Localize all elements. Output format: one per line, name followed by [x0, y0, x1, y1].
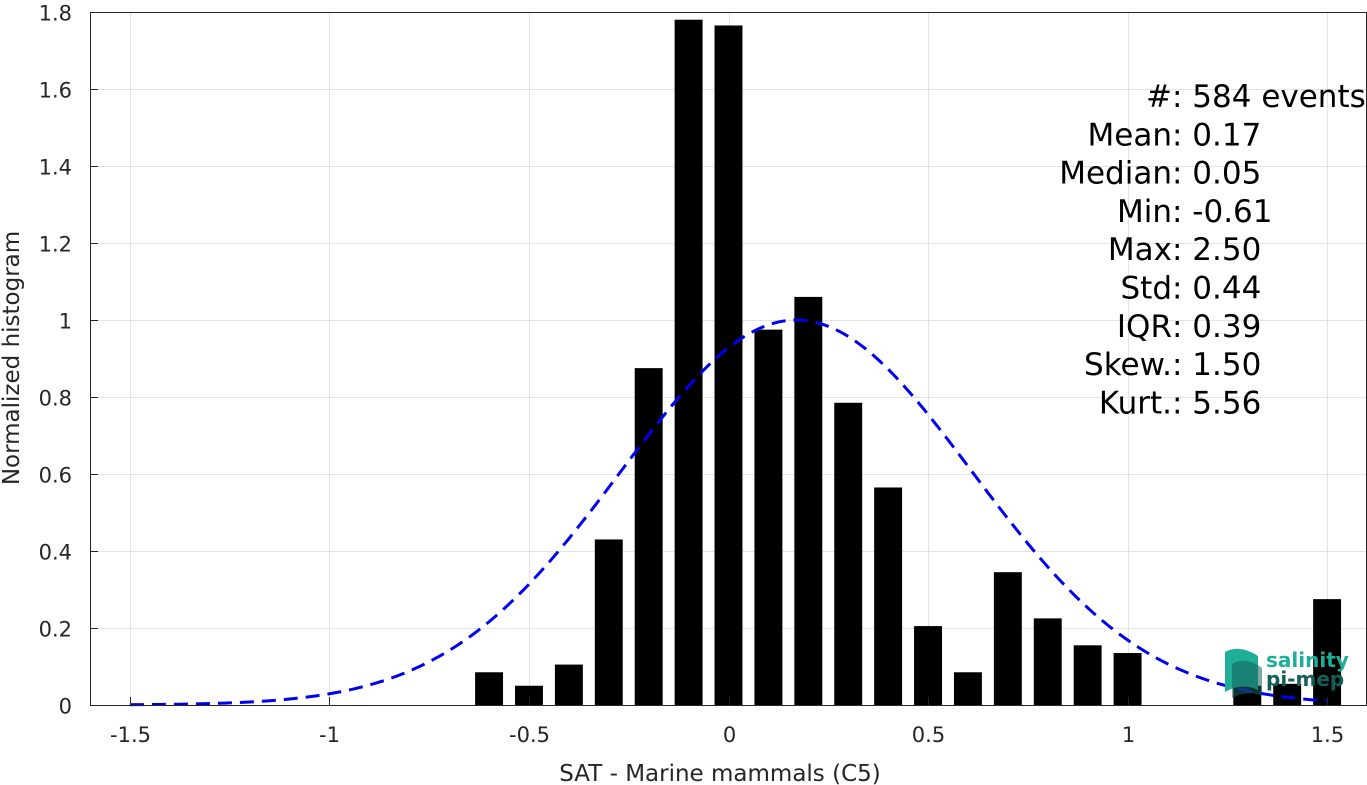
- histogram-bars: [475, 19, 1342, 706]
- y-tick-label: 0.6: [39, 464, 72, 488]
- stat-value: : 1.50: [1172, 347, 1261, 383]
- y-tick-label: 0.2: [39, 618, 72, 642]
- stat-label: Min: [1117, 194, 1172, 230]
- stat-value: : 5.56: [1172, 385, 1261, 421]
- y-tick-label: 1.8: [39, 2, 72, 26]
- histogram-bar: [634, 368, 663, 705]
- y-tick-label: 1.6: [39, 79, 72, 103]
- histogram-bar: [1033, 618, 1062, 705]
- salinity-pi-mep-logo: salinity pi-mep: [1225, 648, 1349, 698]
- y-axis-title: Normalized histogram: [0, 231, 25, 485]
- x-tick-label: 1: [1122, 723, 1135, 747]
- histogram-bar: [594, 539, 623, 705]
- y-tick-label: 1.2: [39, 233, 72, 257]
- x-axis-title: SAT - Marine mammals (C5): [559, 761, 881, 785]
- histogram-bar: [834, 402, 863, 705]
- logo-text-pi-mep: pi-mep: [1266, 667, 1344, 691]
- histogram-bar: [674, 19, 703, 705]
- stat-label: Kurt.: [1099, 385, 1172, 421]
- stat-value: : 0.05: [1172, 156, 1261, 192]
- histogram-bar: [515, 685, 543, 705]
- y-tick-label: 0.4: [39, 541, 72, 565]
- histogram-bar: [1273, 683, 1302, 705]
- stat-value: : 2.50: [1172, 232, 1261, 268]
- stat-label: IQR: [1117, 309, 1172, 345]
- gaussian-fit-curve: [129, 318, 1328, 707]
- histogram-bar: [953, 672, 982, 705]
- y-tick-label: 0.8: [39, 387, 72, 411]
- histogram-bar: [914, 626, 942, 705]
- stat-label: Std: [1120, 271, 1172, 307]
- stat-label: #: [1146, 79, 1172, 115]
- x-tick-label: -1.5: [110, 723, 151, 747]
- histogram-bar: [993, 572, 1022, 705]
- stat-value: : 0.17: [1172, 117, 1261, 153]
- y-tick-label: 1.4: [39, 156, 72, 180]
- histogram-bar: [794, 296, 823, 705]
- histogram-bar: [754, 329, 783, 705]
- x-tick-label: 0.5: [912, 723, 945, 747]
- stat-label: Mean: [1088, 117, 1172, 153]
- x-tick-label: 1.5: [1311, 723, 1344, 747]
- stat-value: : 0.44: [1172, 271, 1261, 307]
- x-tick-label: -1: [319, 723, 340, 747]
- y-tick-label: 0: [59, 695, 72, 719]
- logo-wave-mark-inner: [1232, 660, 1262, 698]
- histogram-bar: [475, 672, 504, 705]
- x-tick-label: 0: [723, 723, 736, 747]
- y-axis-ticks: 0 0.2 0.4 0.6 0.8 1 1.2 1.4 1.6 1.8: [39, 2, 98, 719]
- histogram-bar: [714, 25, 743, 706]
- stat-value: : 0.39: [1172, 309, 1261, 345]
- x-axis-ticks: -1.5 -1 -0.5 0 0.5 1 1.5: [110, 697, 1344, 747]
- stat-value: : -0.61: [1172, 194, 1273, 230]
- logo-text-salinity: salinity: [1266, 648, 1349, 672]
- histogram-bar: [874, 487, 903, 705]
- stat-value: : 584 events: [1172, 79, 1366, 115]
- stat-label: Max: [1108, 232, 1172, 268]
- histogram-bar: [1073, 645, 1102, 705]
- stat-label: Median: [1059, 156, 1172, 192]
- histogram-bar: [554, 664, 583, 705]
- histogram-bar: [1313, 599, 1342, 705]
- y-tick-label: 1: [59, 310, 72, 334]
- histogram-bar: [1113, 653, 1142, 705]
- x-tick-label: -0.5: [509, 723, 550, 747]
- stat-label: Skew.: [1084, 347, 1172, 383]
